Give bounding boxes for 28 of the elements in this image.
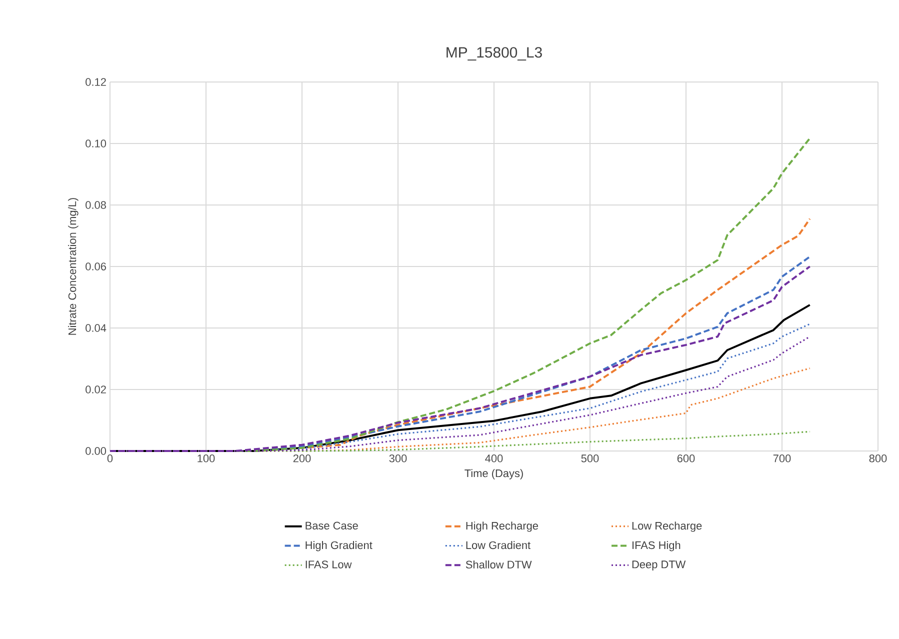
y-tick-label: 0.10 <box>86 140 106 148</box>
chart-title: MP_15800_L3 <box>446 47 542 60</box>
x-tick-label: 300 <box>389 454 407 462</box>
y-tick-label: 0.04 <box>86 324 106 332</box>
x-tick-label: 400 <box>485 454 503 462</box>
y-tick-label: 0.12 <box>86 78 106 86</box>
legend-label: IFAS High <box>632 541 680 552</box>
legend-label: Base Case <box>306 522 358 530</box>
x-tick-label: 700 <box>773 454 791 462</box>
legend-label: Low Recharge <box>632 522 702 532</box>
y-tick-label: 0.00 <box>86 447 106 455</box>
y-tick-label: 0.06 <box>86 262 106 270</box>
y-tick-label: 0.08 <box>86 201 106 209</box>
y-axis-title: Nitrate Concentration (mg/L) <box>68 198 78 335</box>
legend-label: Low Gradient <box>466 541 531 550</box>
legend-label: High Gradient <box>306 541 372 552</box>
x-tick-label: 800 <box>869 454 887 462</box>
x-axis-title: Time (Days) <box>464 469 523 480</box>
x-tick-label: 200 <box>293 454 311 462</box>
legend-label: IFAS Low <box>306 560 352 568</box>
y-tick-label: 0.02 <box>86 386 106 394</box>
legend-label: Deep DTW <box>632 560 686 570</box>
x-tick-label: 600 <box>677 454 695 462</box>
x-tick-label: 100 <box>198 454 215 462</box>
legend-label: High Recharge <box>466 522 538 532</box>
x-tick-label: 500 <box>581 454 599 462</box>
x-tick-label: 0 <box>107 454 113 462</box>
legend-label: Shallow DTW <box>466 560 532 568</box>
